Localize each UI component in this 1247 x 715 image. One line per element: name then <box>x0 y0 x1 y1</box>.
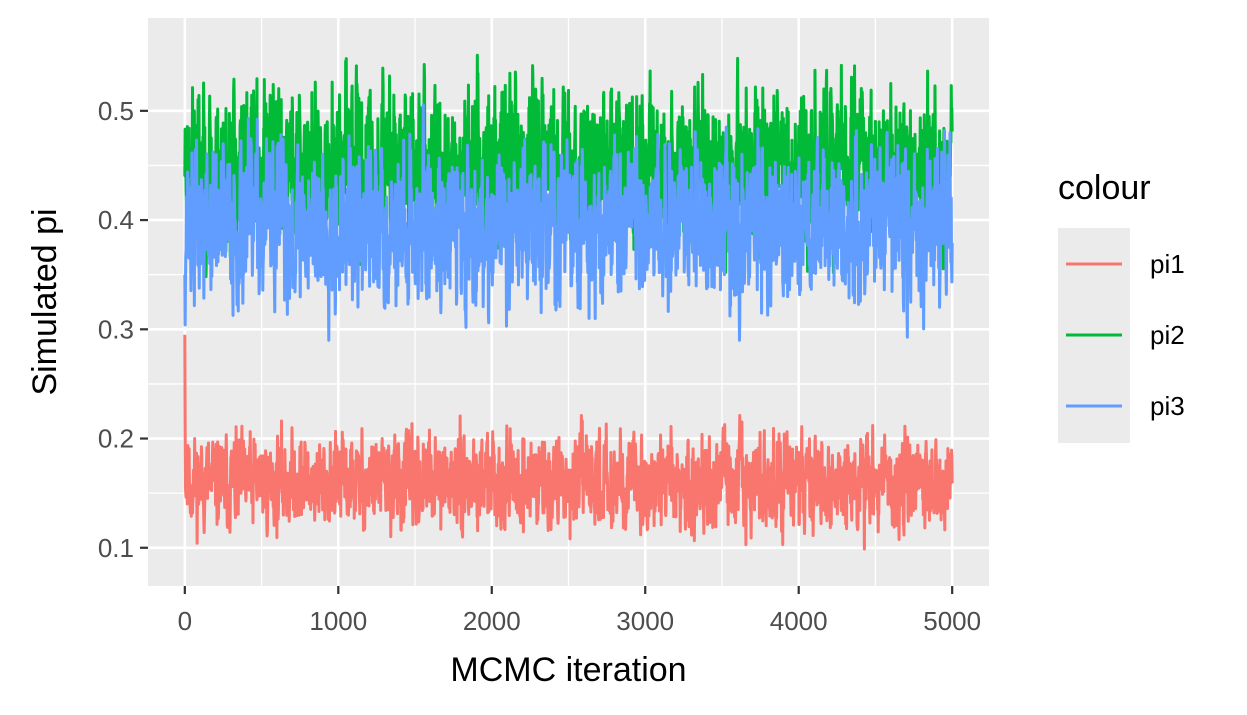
y-tick-label: 0.4 <box>98 205 134 235</box>
series-layer <box>183 53 954 551</box>
x-axis-title: MCMC iteration <box>450 651 686 689</box>
legend-label-pi3: pi3 <box>1150 391 1185 421</box>
y-tick-label: 0.3 <box>98 314 134 344</box>
y-tick-label: 0.2 <box>98 424 134 454</box>
y-axis-title: Simulated pi <box>26 208 64 395</box>
series-line-pi1 <box>183 334 954 551</box>
x-tick-label: 0 <box>178 606 192 636</box>
legend: colour pi1 pi2 pi3 <box>1058 169 1185 443</box>
x-tick-label: 5000 <box>923 606 981 636</box>
y-tick-label: 0.5 <box>98 96 134 126</box>
y-axis: 0.1 0.2 0.3 0.4 0.5 <box>98 96 148 563</box>
x-axis: 0 1000 2000 3000 4000 5000 <box>178 586 981 636</box>
series-line-pi3 <box>183 103 954 342</box>
x-tick-label: 1000 <box>309 606 367 636</box>
x-tick-label: 3000 <box>616 606 674 636</box>
x-tick-label: 2000 <box>463 606 521 636</box>
legend-label-pi1: pi1 <box>1150 249 1185 279</box>
x-tick-label: 4000 <box>770 606 828 636</box>
legend-items: pi1 pi2 pi3 <box>1066 249 1185 421</box>
legend-label-pi2: pi2 <box>1150 320 1185 350</box>
y-tick-label: 0.1 <box>98 533 134 563</box>
legend-title: colour <box>1058 169 1151 207</box>
